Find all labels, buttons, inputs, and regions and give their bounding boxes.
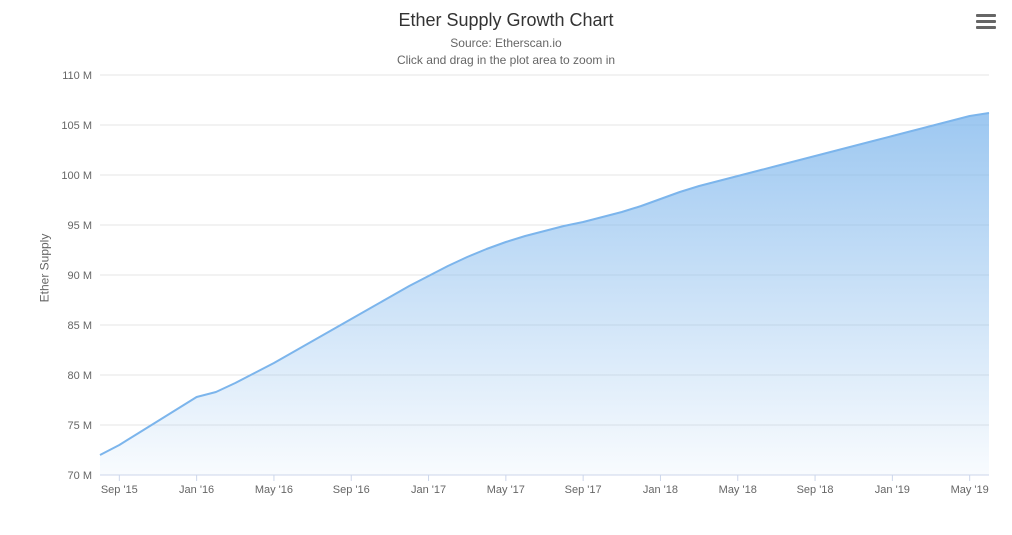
x-tick-label: May '19: [951, 484, 989, 496]
y-tick-label: 100 M: [61, 170, 92, 182]
x-tick-label: Jan '16: [179, 484, 214, 496]
y-tick-label: 90 M: [68, 270, 92, 282]
y-tick-label: 85 M: [68, 320, 92, 332]
y-tick-label: 95 M: [68, 220, 92, 232]
chart-header: Ether Supply Growth Chart Source: Ethers…: [0, 0, 1012, 69]
x-tick-label: Sep '16: [333, 484, 370, 496]
area-fill: [100, 113, 989, 475]
y-axis-title: Ether Supply: [37, 233, 51, 302]
chart-title: Ether Supply Growth Chart: [0, 10, 1012, 31]
x-tick-label: Sep '15: [101, 484, 138, 496]
y-tick-label: 80 M: [68, 370, 92, 382]
chart-subtitle-line1: Source: Etherscan.io: [450, 36, 561, 50]
chart-svg: 70 M 75 M 80 M 85 M 90 M 95 M 100 M 105 M 110 M S…: [55, 70, 997, 500]
x-tick-label: May '17: [487, 484, 525, 496]
y-tick-label: 75 M: [68, 420, 92, 432]
chart-subtitle-line2: Click and drag in the plot area to zoom …: [397, 53, 615, 67]
chart-subtitle: Source: Etherscan.io Click and drag in t…: [0, 35, 1012, 69]
x-tick-label: Sep '18: [797, 484, 834, 496]
x-tick-label: Sep '17: [565, 484, 602, 496]
plot-area[interactable]: 70 M 75 M 80 M 85 M 90 M 95 M 100 M 105 M 110 M S…: [55, 70, 997, 500]
x-tick-label: Jan '18: [643, 484, 678, 496]
x-tick-label: May '18: [719, 484, 757, 496]
x-tick-label: Jan '17: [411, 484, 446, 496]
y-tick-label: 105 M: [61, 120, 92, 132]
y-tick-label: 110 M: [62, 70, 92, 82]
chart-menu-button[interactable]: [974, 10, 998, 32]
y-tick-label: 70 M: [68, 470, 92, 482]
x-tick-label: May '16: [255, 484, 293, 496]
x-tick-label: Jan '19: [875, 484, 910, 496]
chart-container: Ether Supply Growth Chart Source: Ethers…: [0, 0, 1012, 535]
